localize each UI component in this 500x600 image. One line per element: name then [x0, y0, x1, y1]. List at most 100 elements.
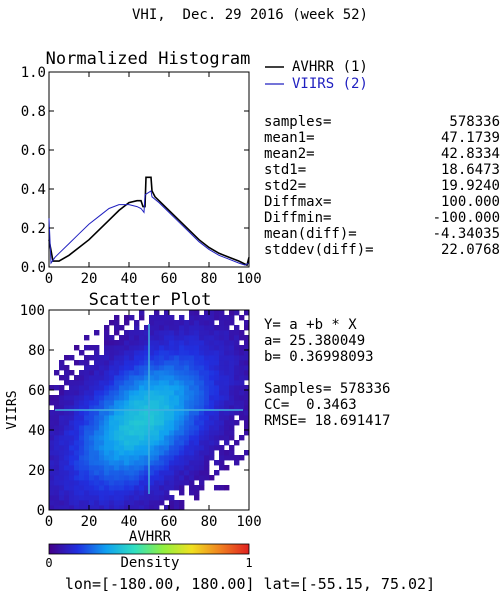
- density-cell: [229, 395, 235, 401]
- density-cell: [159, 425, 165, 431]
- density-cell: [139, 425, 145, 431]
- density-cell: [114, 465, 120, 471]
- density-cell: [169, 315, 175, 321]
- density-cell: [129, 415, 135, 421]
- density-cell: [94, 390, 100, 396]
- density-cell: [129, 465, 135, 471]
- density-cell: [64, 500, 70, 506]
- density-cell: [179, 385, 185, 391]
- density-cell: [199, 390, 205, 396]
- density-cell: [169, 330, 175, 336]
- density-cell: [154, 340, 160, 346]
- density-cell: [79, 500, 85, 506]
- density-cell: [174, 435, 180, 441]
- density-cell: [59, 500, 65, 506]
- density-cell: [134, 500, 140, 506]
- density-cell: [209, 360, 215, 366]
- density-cell: [59, 405, 65, 411]
- density-cell: [149, 365, 155, 371]
- density-cell: [154, 375, 160, 381]
- density-cell: [179, 350, 185, 356]
- density-cell: [164, 320, 170, 326]
- density-cell: [214, 370, 220, 376]
- density-cell: [49, 465, 55, 471]
- density-cell: [94, 505, 100, 511]
- density-cell: [189, 460, 195, 466]
- density-cell: [234, 375, 240, 381]
- geographic-extent: lon=[-180.00, 180.00] lat=[-55.15, 75.02…: [64, 575, 436, 593]
- density-cell: [144, 480, 150, 486]
- density-cell: [199, 430, 205, 436]
- density-cell: [119, 460, 125, 466]
- density-cell: [219, 445, 225, 451]
- density-cell: [194, 460, 200, 466]
- density-cell: [109, 485, 115, 491]
- density-cell: [129, 390, 135, 396]
- density-cell: [179, 500, 185, 506]
- density-cell: [144, 325, 150, 331]
- density-cell: [64, 470, 70, 476]
- density-cell: [199, 345, 205, 351]
- density-cell: [174, 375, 180, 381]
- density-cell: [159, 480, 165, 486]
- density-cell: [49, 485, 55, 491]
- density-cell: [149, 345, 155, 351]
- density-cell: [94, 395, 100, 401]
- density-cell: [229, 355, 235, 361]
- density-cell: [239, 315, 245, 321]
- density-cell: [194, 395, 200, 401]
- density-cell: [154, 425, 160, 431]
- density-cell: [219, 405, 225, 411]
- density-cell: [199, 445, 205, 451]
- density-cell: [204, 380, 210, 386]
- density-cell: [49, 480, 55, 486]
- density-cell: [139, 505, 145, 511]
- density-cell: [179, 375, 185, 381]
- density-cell: [69, 395, 75, 401]
- density-cell: [184, 425, 190, 431]
- density-cell: [74, 450, 80, 456]
- density-cell: [124, 330, 130, 336]
- density-cell: [94, 370, 100, 376]
- density-cell: [79, 415, 85, 421]
- density-cell: [99, 355, 105, 361]
- density-cell: [184, 350, 190, 356]
- density-cell: [144, 330, 150, 336]
- density-cell: [99, 450, 105, 456]
- density-cell: [74, 400, 80, 406]
- density-cell: [239, 415, 245, 421]
- regression-a: a= 25.380049: [264, 333, 366, 349]
- density-cell: [184, 440, 190, 446]
- density-cell: [174, 390, 180, 396]
- density-cell: [139, 420, 145, 426]
- density-cell: [124, 410, 130, 416]
- density-cell: [169, 340, 175, 346]
- density-cell: [129, 400, 135, 406]
- density-cell: [164, 460, 170, 466]
- density-cell: [219, 370, 225, 376]
- density-cell: [204, 420, 210, 426]
- density-cell: [204, 475, 210, 481]
- density-cell: [189, 380, 195, 386]
- stat-value: 19.9240: [440, 178, 500, 194]
- density-cell: [54, 505, 60, 511]
- density-cell: [174, 410, 180, 416]
- density-cell: [154, 450, 160, 456]
- density-cell: [204, 460, 210, 466]
- density-cell: [59, 505, 65, 511]
- density-cell: [229, 380, 235, 386]
- density-cell: [139, 405, 145, 411]
- density-cell: [114, 385, 120, 391]
- density-cell: [234, 350, 240, 356]
- density-cell: [124, 430, 130, 436]
- density-cell: [219, 360, 225, 366]
- density-cell: [149, 315, 155, 321]
- density-cell: [149, 335, 155, 341]
- density-cell: [179, 415, 185, 421]
- density-cell: [244, 420, 250, 426]
- density-cell: [64, 365, 70, 371]
- density-cell: [164, 455, 170, 461]
- density-cell: [199, 420, 205, 426]
- density-cell: [74, 475, 80, 481]
- density-cell: [154, 385, 160, 391]
